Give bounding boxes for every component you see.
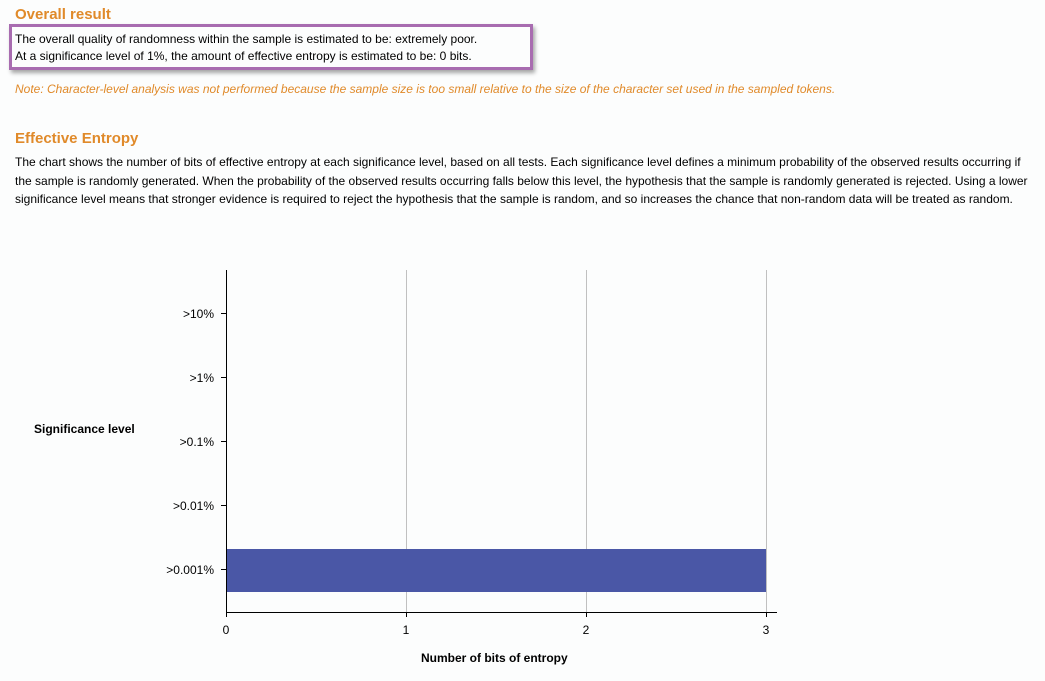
gridline-2 [586,270,587,612]
xtick [766,612,767,617]
ytick-label: >1% [189,371,214,385]
ytick [221,505,226,506]
ytick-label: >10% [182,307,214,321]
gridline-1 [406,270,407,612]
gridline-3 [766,270,767,612]
ytick [221,569,226,570]
effective-entropy-description: The chart shows the number of bits of ef… [15,155,1028,206]
ytick [221,313,226,314]
xtick-label: 0 [222,623,230,637]
y-axis [226,270,227,613]
ytick [221,441,226,442]
x-axis [226,612,777,613]
character-analysis-note: Note: Character-level analysis was not p… [15,82,836,96]
xtick [406,612,407,617]
xtick-label: 2 [582,623,590,637]
entropy-summary: At a significance level of 1%, the amoun… [15,49,472,63]
ytick-label: >0.001% [166,563,214,577]
overall-result-heading: Overall result [15,6,111,23]
xtick-label: 3 [762,623,770,637]
ytick [221,377,226,378]
y-axis-title: Significance level [34,422,135,436]
quality-summary: The overall quality of randomness within… [15,32,478,46]
x-axis-title: Number of bits of entropy [421,651,568,665]
xtick [226,612,227,617]
ytick-label: >0.01% [172,499,214,513]
xtick-label: 1 [402,623,410,637]
effective-entropy-heading: Effective Entropy [15,130,139,147]
ytick-label: >0.1% [179,435,214,449]
bar-0.001pct [227,549,766,592]
xtick [586,612,587,617]
highlight-box [9,24,533,70]
